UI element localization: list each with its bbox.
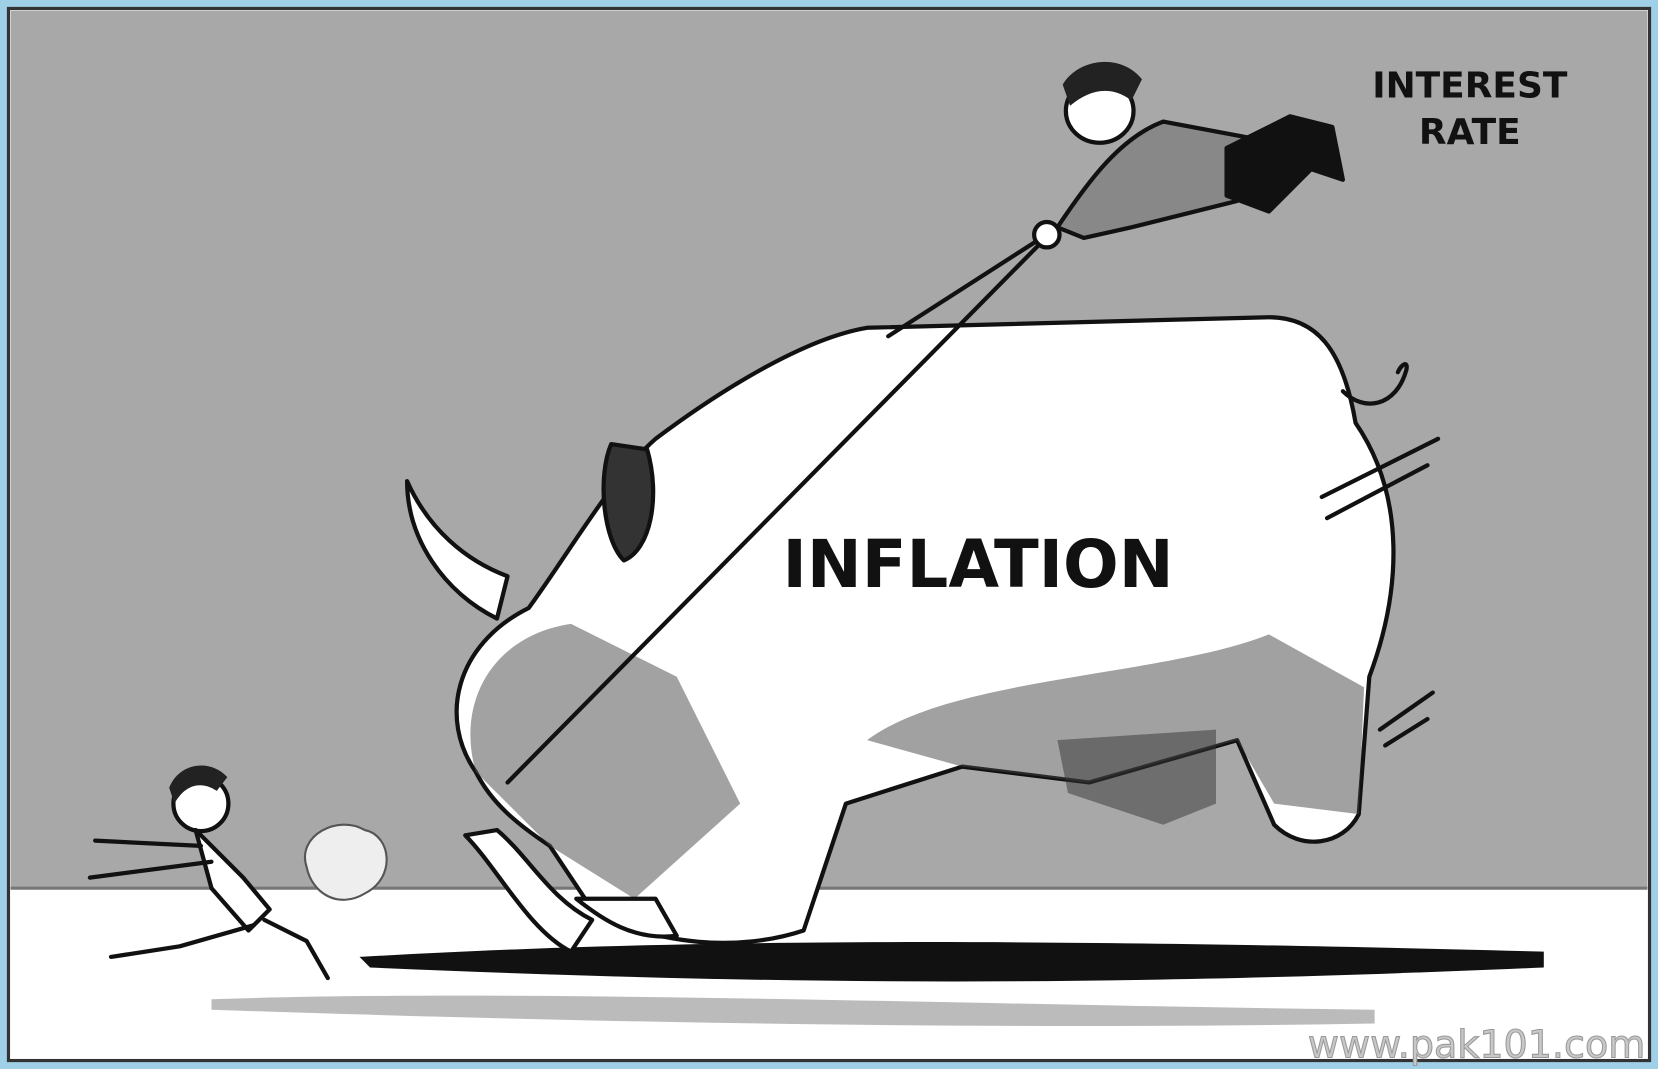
caption-line: RATE: [1419, 112, 1521, 153]
page: INTEREST RATE INFLATION www.pak101.com (…: [0, 0, 1658, 1069]
watermark: www.pak101.com: [1308, 1022, 1645, 1066]
caption-line: INTEREST: [1372, 65, 1568, 106]
cartoon: INTEREST RATE INFLATION www.pak101.com: [0, 0, 1658, 1069]
rhino-label: INFLATION: [783, 527, 1174, 603]
